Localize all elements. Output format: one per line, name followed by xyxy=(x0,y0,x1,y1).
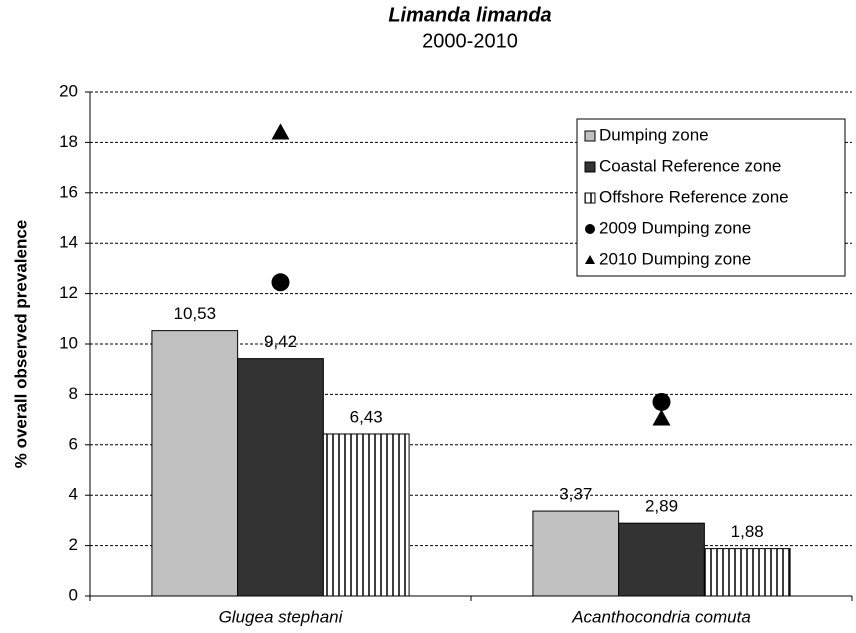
y-tick-label: 0 xyxy=(69,585,78,604)
y-tick-label: 8 xyxy=(69,384,78,403)
bar-value-label: 2,89 xyxy=(645,497,678,516)
legend-swatch xyxy=(584,192,596,204)
y-tick-label: 16 xyxy=(59,182,78,201)
legend-marker xyxy=(585,224,595,234)
x-tick-label: Glugea stephani xyxy=(219,607,344,626)
bar xyxy=(703,548,791,597)
legend-swatch xyxy=(584,161,596,173)
marker xyxy=(271,123,290,140)
bar-value-label: 3,37 xyxy=(559,485,592,504)
bar-value-label: 1,88 xyxy=(731,522,764,541)
bar-value-label: 10,53 xyxy=(174,304,217,323)
bar-value-label: 9,42 xyxy=(264,332,297,351)
legend-marker xyxy=(585,255,595,264)
legend-label: Dumping zone xyxy=(599,125,709,144)
legend-label: Coastal Reference zone xyxy=(599,156,781,175)
bar xyxy=(532,510,620,597)
marker xyxy=(652,409,671,426)
y-axis-title: % overall observed prevalence xyxy=(11,220,30,469)
bar xyxy=(151,330,239,597)
y-tick-label: 18 xyxy=(59,132,78,151)
y-tick-label: 12 xyxy=(59,283,78,302)
bar xyxy=(237,358,324,597)
legend-swatch xyxy=(584,130,596,142)
legend-label: Offshore Reference zone xyxy=(599,187,789,206)
legend-label: 2009 Dumping zone xyxy=(599,218,751,237)
chart-title: Limanda limanda xyxy=(388,4,551,26)
x-tick-label: Acanthocondria comuta xyxy=(571,607,751,626)
marker xyxy=(652,392,671,411)
bar xyxy=(322,433,410,597)
y-tick-label: 14 xyxy=(59,233,78,252)
chart-subtitle: 2000-2010 xyxy=(422,30,518,52)
y-tick-label: 20 xyxy=(59,81,78,100)
y-tick-label: 4 xyxy=(69,485,78,504)
marker xyxy=(271,273,290,292)
y-tick-label: 6 xyxy=(69,434,78,453)
bar xyxy=(618,522,705,597)
legend-box xyxy=(576,118,846,277)
y-tick-label: 2 xyxy=(69,535,78,554)
legend-label: 2010 Dumping zone xyxy=(599,249,751,268)
bar-value-label: 6,43 xyxy=(350,407,383,426)
y-tick-label: 10 xyxy=(59,333,78,352)
